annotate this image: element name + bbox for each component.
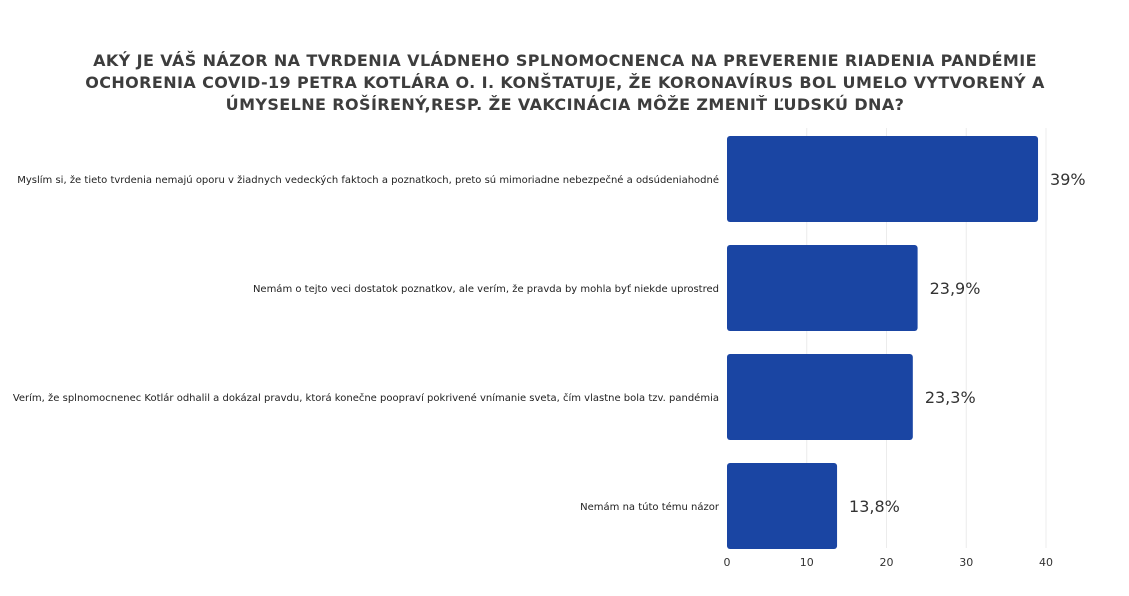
chart-title: AKÝ JE VÁŠ NÁZOR NA TVRDENIA VLÁDNEHO SP… — [85, 51, 1045, 114]
bar — [727, 354, 913, 440]
category-label: Verím, že splnomocnenec Kotlár odhalil a… — [13, 392, 719, 404]
x-tick-label: 10 — [800, 556, 814, 569]
x-tick-label: 30 — [959, 556, 973, 569]
value-label: 23,9% — [930, 279, 981, 298]
bars — [727, 136, 1039, 549]
category-label: Nemám na túto tému názor — [580, 501, 720, 513]
x-tick-label: 20 — [880, 556, 894, 569]
bar — [727, 463, 838, 549]
value-label: 39% — [1050, 170, 1086, 189]
value-labels: 39% 23,9% 23,3% 13,8% — [849, 170, 1086, 516]
x-tick-label: 0 — [724, 556, 731, 569]
value-label: 13,8% — [849, 497, 900, 516]
bar — [727, 136, 1039, 222]
value-label: 23,3% — [925, 388, 976, 407]
bar — [727, 245, 918, 331]
x-axis-ticks: 0 10 20 30 40 — [724, 556, 1054, 569]
category-labels: Myslím si, že tieto tvrdenia nemajú opor… — [13, 174, 720, 513]
category-label: Myslím si, že tieto tvrdenia nemajú opor… — [17, 174, 719, 186]
x-tick-label: 40 — [1039, 556, 1053, 569]
category-label: Nemám o tejto veci dostatok poznatkov, a… — [253, 283, 719, 295]
